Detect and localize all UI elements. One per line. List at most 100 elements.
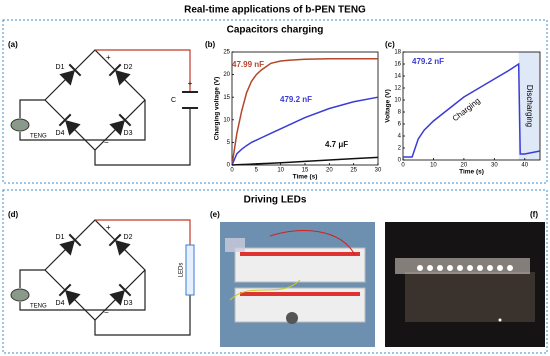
diode-body xyxy=(109,290,125,306)
diode xyxy=(58,283,81,306)
annotation: Charging xyxy=(451,96,482,123)
diode xyxy=(58,113,81,136)
y-tick-label: 20 xyxy=(223,72,230,78)
minus-label: − xyxy=(104,308,109,317)
minus-label: − xyxy=(104,138,109,147)
shaded-region xyxy=(518,52,540,160)
diode-bar xyxy=(58,113,72,127)
y-axis-label: Charging voltage (V) xyxy=(214,77,221,141)
diode xyxy=(109,113,132,136)
teng xyxy=(10,288,30,302)
y-tick-label: 18 xyxy=(394,50,401,56)
diode-label: D2 xyxy=(124,64,133,71)
x-tick-label: 20 xyxy=(461,163,468,169)
diode-label: D4 xyxy=(56,130,65,137)
diode-body xyxy=(59,240,75,256)
x-tick-label: 25 xyxy=(350,168,357,174)
diode-body xyxy=(65,120,81,136)
y-tick-label: 8 xyxy=(398,110,402,116)
diode-bar xyxy=(118,113,132,127)
plot-frame xyxy=(402,51,541,161)
diode xyxy=(59,233,82,256)
x-tick-label: 0 xyxy=(401,163,405,169)
photo xyxy=(220,222,375,347)
plus-label: + xyxy=(106,223,111,232)
diode xyxy=(59,63,82,86)
series-line xyxy=(403,62,541,158)
x-tick-label: 30 xyxy=(491,163,498,169)
diode xyxy=(108,63,131,86)
section-box xyxy=(2,189,548,354)
wire xyxy=(19,99,146,141)
x-tick-label: 30 xyxy=(375,168,382,174)
section-title: Driving LEDs xyxy=(244,195,307,206)
diode-body xyxy=(65,290,81,306)
y-tick-label: 4 xyxy=(398,134,402,140)
y-tick-label: 2 xyxy=(398,146,402,152)
diode-bar xyxy=(118,283,132,297)
diode-label: D1 xyxy=(56,234,65,241)
x-tick-label: 5 xyxy=(255,168,259,174)
wire xyxy=(94,108,191,166)
plus-label: + xyxy=(106,53,111,62)
y-tick-label: 10 xyxy=(223,117,230,123)
series-line xyxy=(231,58,378,166)
photo xyxy=(385,222,545,347)
diode xyxy=(109,283,132,306)
cap-plus: + xyxy=(188,79,193,88)
y-tick-label: 5 xyxy=(227,140,231,146)
diode-body xyxy=(115,70,131,86)
series-line xyxy=(231,96,379,166)
diode-body xyxy=(59,70,75,86)
source-label: TENG xyxy=(30,134,47,140)
wire xyxy=(19,269,146,311)
x-tick-label: 40 xyxy=(521,163,528,169)
diode-label: D3 xyxy=(124,130,133,137)
x-tick-label: 15 xyxy=(302,168,309,174)
x-tick-label: 10 xyxy=(277,168,284,174)
source-label: TENG xyxy=(30,304,47,310)
panel-label: (b) xyxy=(205,40,216,49)
x-tick-label: 0 xyxy=(230,168,234,174)
y-tick-label: 15 xyxy=(223,95,230,101)
diode-bar xyxy=(108,233,122,247)
panel-label: (d) xyxy=(8,210,19,219)
x-tick-label: 10 xyxy=(430,163,437,169)
y-tick-label: 16 xyxy=(394,62,401,68)
diode-label: D1 xyxy=(56,64,65,71)
diode-bar xyxy=(68,233,82,247)
y-tick-label: 14 xyxy=(394,74,401,80)
panel-label: (a) xyxy=(8,40,18,49)
y-tick-label: 0 xyxy=(227,163,231,169)
x-axis-label: Time (s) xyxy=(293,174,318,181)
diode-bar xyxy=(108,63,122,77)
annotation: Discharging xyxy=(525,85,534,127)
diode-label: D3 xyxy=(124,300,133,307)
figure-title: Real-time applications of b-PEN TENG xyxy=(184,5,366,16)
y-tick-label: 6 xyxy=(398,122,402,128)
y-tick-label: 10 xyxy=(394,98,401,104)
y-tick-label: 12 xyxy=(394,86,401,92)
led-strip xyxy=(185,244,195,296)
load-label: C xyxy=(171,97,176,104)
wire xyxy=(95,49,191,92)
diode-bar xyxy=(68,63,82,77)
diode xyxy=(108,233,131,256)
series-label: 47.99 nF xyxy=(232,60,264,69)
load-label: LEDs xyxy=(179,263,185,278)
y-tick-label: 25 xyxy=(223,50,230,56)
teng xyxy=(10,118,30,132)
diode-label: D4 xyxy=(56,300,65,307)
diode-body xyxy=(115,240,131,256)
panel-label: (e) xyxy=(210,210,220,219)
diode-label: D2 xyxy=(124,234,133,241)
y-tick-label: 0 xyxy=(398,158,402,164)
diode-bar xyxy=(58,283,72,297)
series-line xyxy=(231,156,379,166)
section-title: Capacitors charging xyxy=(227,25,324,36)
panel-label: (c) xyxy=(385,40,395,49)
panel-label: (f) xyxy=(530,210,538,219)
diode-body xyxy=(109,120,125,136)
